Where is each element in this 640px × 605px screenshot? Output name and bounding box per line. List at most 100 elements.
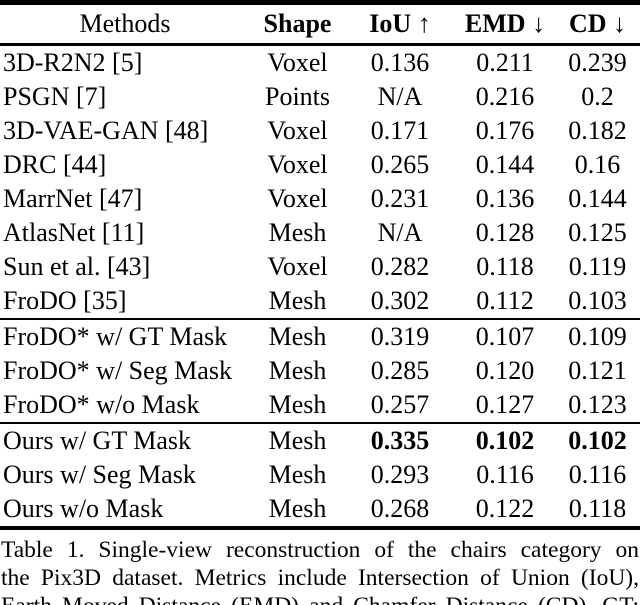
emd-cell: 0.211 (476, 48, 534, 77)
shape-cell: Mesh (268, 218, 327, 247)
method-cell: Ours w/ Seg Mask (3, 460, 196, 489)
emd-cell: 0.176 (475, 116, 535, 145)
column-header-label: EMD (464, 9, 526, 38)
shape-cell: Voxel (267, 48, 328, 77)
column-header-label: CD (568, 9, 607, 38)
emd-cell: 0.136 (475, 184, 535, 213)
column-header-label: Shape (263, 9, 332, 38)
iou-cell: 0.282 (370, 252, 430, 281)
table-row: FroDO* w/ GT Mask Mesh 0.319 0.107 0.109 (0, 320, 640, 354)
method-cell: Sun et al. [43] (3, 252, 151, 281)
table-row: DRC [44] Voxel 0.265 0.144 0.16 (0, 148, 640, 182)
shape-cell: Mesh (268, 460, 327, 489)
cd-cell: 0.116 (568, 460, 627, 489)
table-row: Ours w/ Seg Mask Mesh 0.293 0.116 0.116 (0, 458, 640, 492)
table-row: Ours w/o Mask Mesh 0.268 0.122 0.118 (0, 492, 640, 526)
method-cell: FroDO [35] (3, 286, 127, 315)
caption-line-3: Earth Moved Distance (EMD) and Chamfer D… (1, 592, 639, 605)
table-row: FroDO [35] Mesh 0.302 0.112 0.103 (0, 284, 640, 318)
column-header-label: IoU (369, 9, 412, 38)
iou-cell: 0.302 (370, 286, 430, 315)
down-arrow-icon: ↓ (532, 9, 546, 38)
shape-cell: Mesh (268, 356, 327, 385)
shape-cell: Voxel (267, 150, 328, 179)
shape-cell: Mesh (268, 286, 327, 315)
cd-cell: 0.2 (581, 82, 614, 111)
iou-cell: N/A (377, 218, 423, 247)
emd-cell: 0.128 (475, 218, 535, 247)
cd-cell: 0.16 (574, 150, 621, 179)
shape-cell: Mesh (268, 390, 327, 419)
emd-cell: 0.102 (475, 426, 535, 455)
method-cell: Ours w/ GT Mask (3, 426, 192, 455)
emd-cell: 0.118 (476, 252, 534, 281)
method-cell: Ours w/o Mask (3, 494, 164, 523)
emd-cell: 0.144 (475, 150, 535, 179)
iou-cell: 0.285 (370, 356, 430, 385)
column-header-iou: IoU ↑ (345, 5, 455, 43)
iou-cell: 0.319 (370, 322, 430, 351)
method-cell: FroDO* w/o Mask (3, 390, 200, 419)
table-row: FroDO* w/ Seg Mask Mesh 0.285 0.120 0.121 (0, 354, 640, 388)
up-arrow-icon: ↑ (417, 9, 431, 38)
iou-cell: 0.293 (370, 460, 430, 489)
results-table: Methods Shape IoU ↑ EMD ↓ CD ↓ 3D-R2N2 [5] Vo… (0, 0, 640, 530)
shape-cell: Mesh (268, 494, 327, 523)
iou-cell: 0.335 (370, 426, 430, 455)
cd-cell: 0.125 (568, 218, 627, 247)
emd-cell: 0.107 (475, 322, 535, 351)
caption-line-2: the Pix3D dataset. Metrics include Inter… (1, 565, 639, 591)
cd-cell: 0.144 (568, 184, 627, 213)
shape-cell: Voxel (267, 116, 328, 145)
cd-cell: 0.182 (568, 116, 627, 145)
emd-cell: 0.112 (476, 286, 534, 315)
shape-cell: Mesh (268, 322, 327, 351)
table-group: 3D-R2N2 [5] Voxel 0.136 0.211 0.239 PSGN [7] P… (0, 46, 640, 318)
table-group: FroDO* w/ GT Mask Mesh 0.319 0.107 0.109 FroD… (0, 318, 640, 422)
iou-cell: 0.231 (370, 184, 430, 213)
method-cell: FroDO* w/ GT Mask (3, 322, 228, 351)
cd-cell: 0.119 (568, 252, 627, 281)
iou-cell: 0.257 (370, 390, 430, 419)
iou-cell: 0.171 (370, 116, 430, 145)
column-header-methods: Methods (0, 5, 250, 43)
method-cell: 3D-VAE-GAN [48] (3, 116, 209, 145)
table-group: Ours w/ GT Mask Mesh 0.335 0.102 0.102 Ours w… (0, 422, 640, 526)
shape-cell: Mesh (268, 426, 327, 455)
column-header-cd: CD ↓ (555, 5, 640, 43)
table-header-row: Methods Shape IoU ↑ EMD ↓ CD ↓ (0, 5, 640, 46)
iou-cell: N/A (377, 82, 423, 111)
cd-cell: 0.102 (568, 426, 627, 455)
table-row: Ours w/ GT Mask Mesh 0.335 0.102 0.102 (0, 424, 640, 458)
column-header-emd: EMD ↓ (455, 5, 555, 43)
method-cell: DRC [44] (3, 150, 107, 179)
emd-cell: 0.120 (475, 356, 535, 385)
down-arrow-icon: ↓ (613, 9, 627, 38)
shape-cell: Voxel (267, 184, 328, 213)
table-row: AtlasNet [11] Mesh N/A 0.128 0.125 (0, 216, 640, 250)
table-row: Sun et al. [43] Voxel 0.282 0.118 0.119 (0, 250, 640, 284)
cd-cell: 0.118 (568, 494, 627, 523)
column-header-shape: Shape (250, 5, 345, 43)
cd-cell: 0.123 (568, 390, 627, 419)
table-row: 3D-VAE-GAN [48] Voxel 0.171 0.176 0.182 (0, 114, 640, 148)
column-header-label: Methods (79, 9, 171, 38)
table-caption: Table 1. Single-view reconstruction of t… (0, 536, 640, 605)
table-row: 3D-R2N2 [5] Voxel 0.136 0.211 0.239 (0, 46, 640, 80)
cd-cell: 0.121 (568, 356, 627, 385)
table-row: FroDO* w/o Mask Mesh 0.257 0.127 0.123 (0, 388, 640, 422)
table-row: PSGN [7] Points N/A 0.216 0.2 (0, 80, 640, 114)
shape-cell: Voxel (267, 252, 328, 281)
method-cell: FroDO* w/ Seg Mask (3, 356, 232, 385)
shape-cell: Points (264, 82, 331, 111)
emd-cell: 0.122 (475, 494, 535, 523)
method-cell: PSGN [7] (3, 82, 107, 111)
method-cell: MarrNet [47] (3, 184, 143, 213)
cd-cell: 0.109 (568, 322, 627, 351)
method-cell: 3D-R2N2 [5] (3, 48, 143, 77)
method-cell: AtlasNet [11] (3, 218, 145, 247)
emd-cell: 0.216 (475, 82, 535, 111)
iou-cell: 0.268 (370, 494, 430, 523)
caption-line-1: Table 1. Single-view reconstruction of t… (1, 537, 639, 563)
